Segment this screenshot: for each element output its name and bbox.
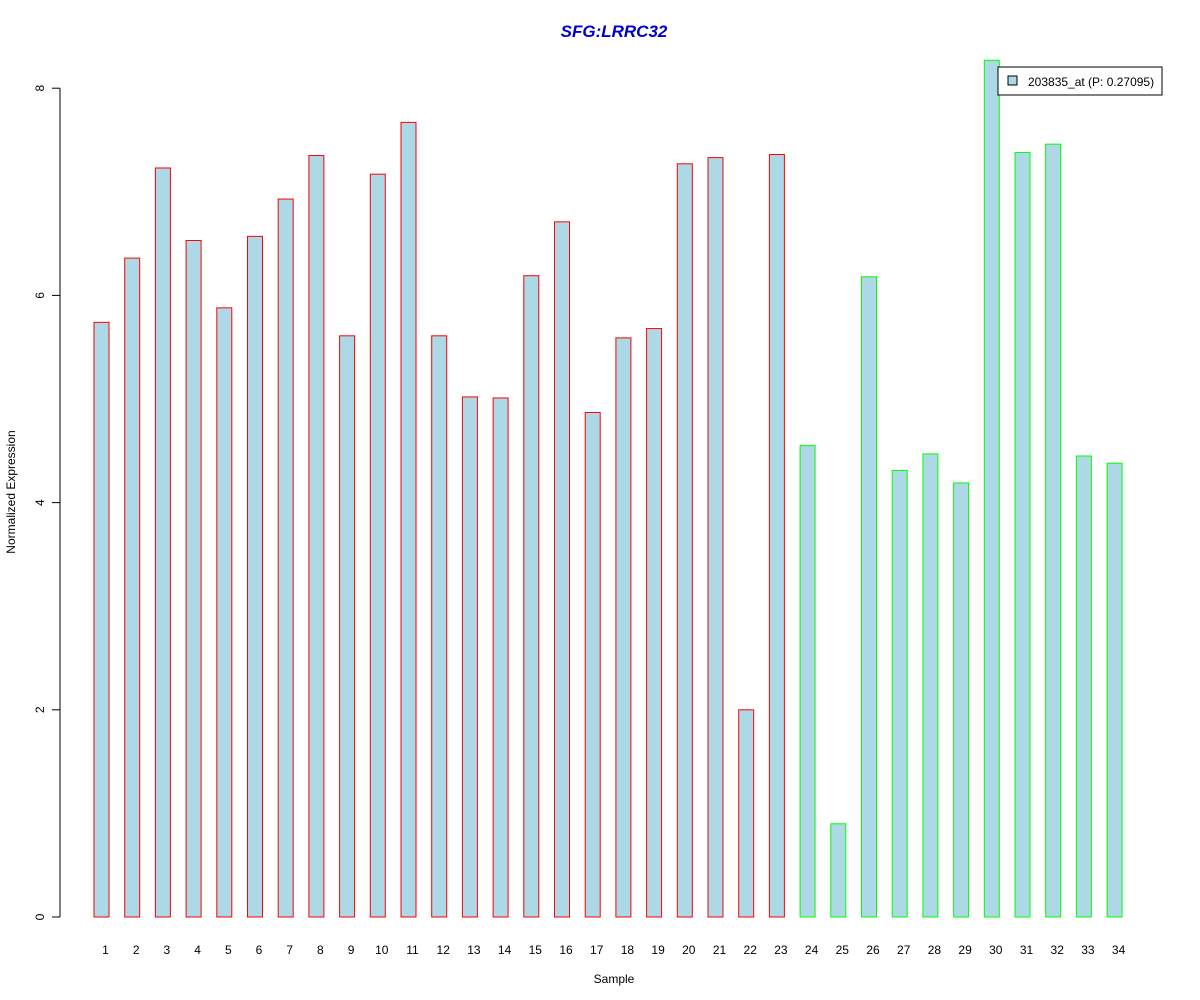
- x-tick-label: 2: [133, 943, 140, 957]
- bar-sample-24: [799, 445, 816, 918]
- bar-sample-32: [1045, 143, 1062, 918]
- bar-sample-26: [861, 276, 877, 918]
- x-tick-label: 21: [713, 943, 727, 957]
- y-tick-label: 0: [33, 913, 47, 920]
- bar-sample-16: [554, 221, 570, 918]
- x-axis: 1 2 3 4 5 6 7 8 9 10 11 12 13 14 15 16 17 18 19 20 21 22 23 24 2…: [102, 943, 1125, 957]
- bar-sample-12: [431, 335, 448, 918]
- x-tick-label: 25: [836, 943, 850, 957]
- x-tick-label: 11: [406, 943, 419, 957]
- y-axis: 0 2 4 6 8: [33, 85, 61, 920]
- x-tick-label: 31: [1020, 943, 1034, 957]
- bar-sample-17: [584, 411, 601, 918]
- x-tick-label: 32: [1051, 943, 1065, 957]
- x-tick-label: 20: [682, 943, 696, 957]
- x-tick-label: 8: [317, 943, 324, 957]
- y-tick-label: 2: [33, 706, 47, 713]
- x-tick-label: 7: [286, 943, 293, 957]
- x-tick-label: 18: [621, 943, 635, 957]
- x-tick-label: 24: [805, 943, 819, 957]
- x-tick-label: 19: [651, 943, 665, 957]
- bar-sample-19: [646, 328, 663, 918]
- y-tick-label: 4: [33, 499, 47, 506]
- x-tick-label: 27: [897, 943, 911, 957]
- bar-sample-7: [277, 198, 294, 918]
- x-tick-label: 29: [958, 943, 972, 957]
- x-axis-label: Sample: [594, 972, 635, 986]
- bar-sample-15: [523, 275, 540, 918]
- x-tick-label: 17: [590, 943, 604, 957]
- bar-sample-34: [1106, 462, 1123, 918]
- bar-sample-14: [492, 397, 509, 918]
- bar-sample-28: [922, 453, 939, 918]
- x-tick-label: 33: [1081, 943, 1095, 957]
- bar-sample-2: [124, 257, 141, 918]
- x-tick-label: 4: [194, 943, 201, 957]
- x-tick-label: 26: [866, 943, 880, 957]
- legend-box: [997, 66, 1163, 96]
- x-tick-label: 34: [1112, 943, 1126, 957]
- bar-sample-30: [983, 59, 1000, 918]
- bar-sample-31: [1014, 151, 1031, 918]
- bar-sample-33: [1075, 455, 1092, 918]
- bar-sample-11: [400, 121, 417, 918]
- bar-sample-4: [185, 239, 202, 918]
- x-tick-label: 12: [437, 943, 451, 957]
- x-tick-label: 23: [774, 943, 788, 957]
- x-tick-label: 16: [559, 943, 573, 957]
- bar-sample-23: [768, 154, 785, 918]
- bar-sample-18: [615, 337, 632, 918]
- y-tick-label: 8: [33, 85, 47, 92]
- x-tick-label: 22: [744, 943, 758, 957]
- bar-sample-3: [154, 167, 171, 918]
- bars-group: [93, 59, 1123, 918]
- x-tick-label: 28: [928, 943, 942, 957]
- x-tick-label: 1: [102, 943, 109, 957]
- bar-sample-13: [461, 396, 478, 918]
- bar-sample-20: [676, 163, 693, 918]
- legend: 203835_at (P: 0.27095): [997, 66, 1163, 96]
- x-tick-label: 10: [375, 943, 389, 957]
- bar-sample-10: [369, 173, 386, 918]
- bar-sample-8: [308, 155, 325, 918]
- bar-sample-29: [953, 482, 970, 918]
- x-tick-label: 13: [467, 943, 481, 957]
- bar-sample-6: [247, 235, 263, 918]
- bar-sample-21: [707, 157, 724, 918]
- x-tick-label: 3: [164, 943, 171, 957]
- bar-sample-5: [216, 307, 233, 918]
- y-axis-label: Normalized Expression: [4, 430, 18, 553]
- x-tick-label: 6: [256, 943, 263, 957]
- bar-sample-25: [830, 823, 847, 918]
- x-tick-label: 30: [989, 943, 1003, 957]
- x-tick-label: 5: [225, 943, 232, 957]
- bar-sample-22: [738, 709, 755, 918]
- chart-title: SFG:LRRC32: [561, 22, 668, 41]
- x-tick-label: 9: [348, 943, 355, 957]
- bar-sample-1: [93, 321, 110, 918]
- legend-label: 203835_at (P: 0.27095): [1028, 75, 1154, 89]
- x-tick-label: 15: [529, 943, 543, 957]
- x-tick-label: 14: [498, 943, 512, 957]
- bar-sample-9: [339, 335, 356, 918]
- bar-sample-27: [891, 469, 908, 918]
- y-tick-label: 6: [33, 292, 47, 299]
- legend-swatch: [1007, 75, 1018, 86]
